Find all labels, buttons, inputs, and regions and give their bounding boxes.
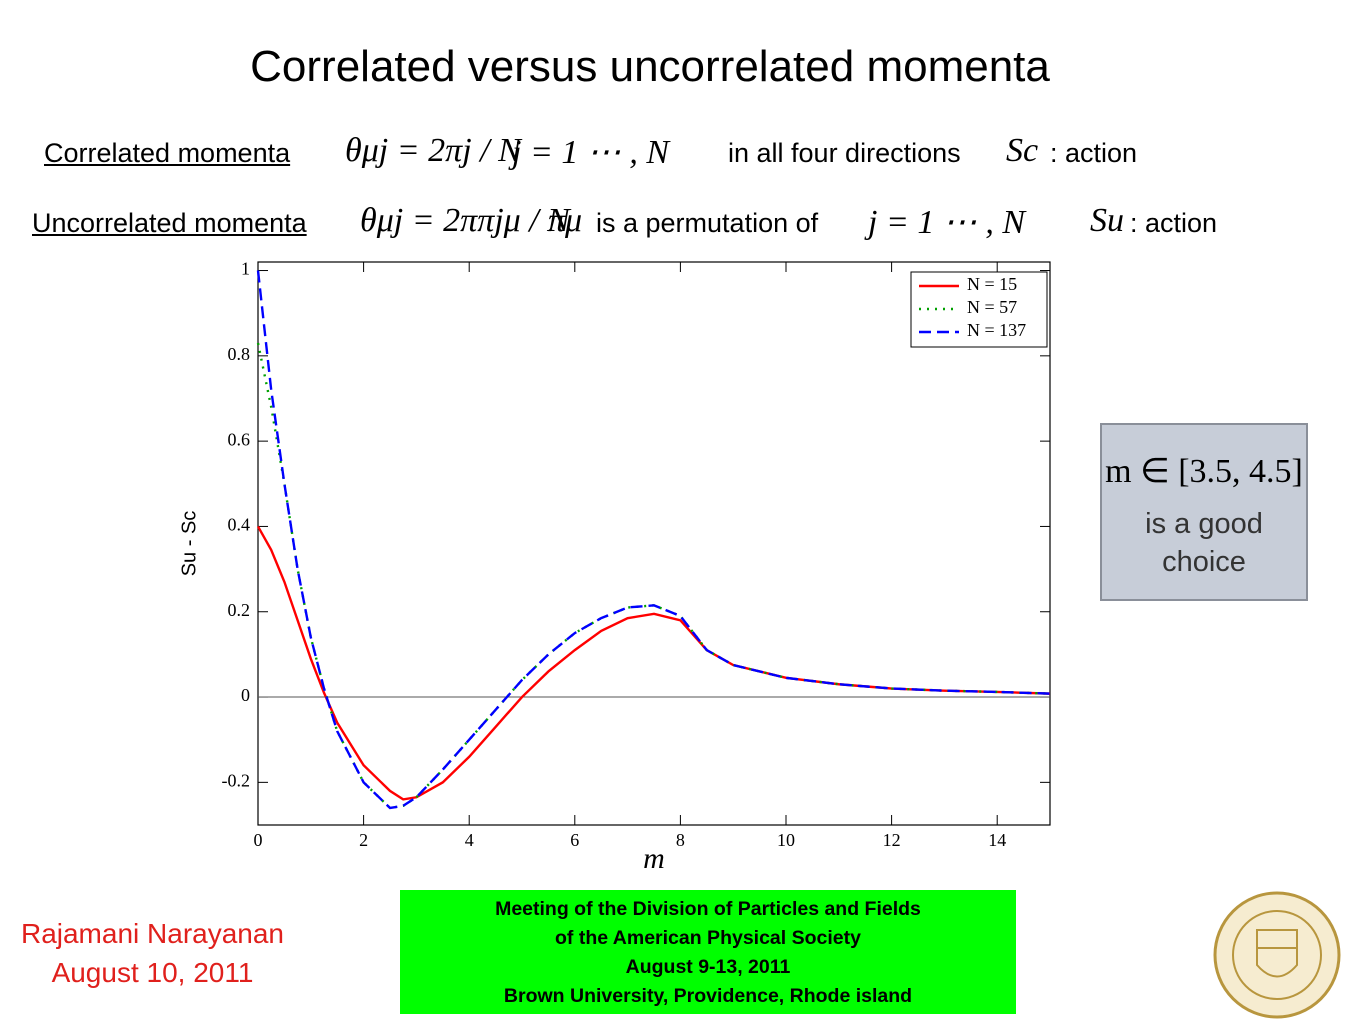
formula: j = 1 ⋯ , N [868, 204, 1026, 241]
presenter-date: August 10, 2011 [51, 957, 254, 988]
note-box: m ∈ [3.5, 4.5] is a good choice [1100, 423, 1308, 601]
plot-frame [257, 261, 1051, 826]
y-tick-label: 1 [241, 259, 250, 279]
symbol: Sc [1006, 132, 1039, 169]
x-tick-label: 6 [570, 830, 579, 850]
text: is a permutation of [596, 208, 819, 238]
text: : action [1050, 138, 1138, 168]
x-tick-label: 4 [465, 830, 474, 850]
logo [1213, 891, 1341, 1019]
footer-line: Brown University, Providence, Rhode isla… [503, 985, 913, 1007]
series-line [256, 270, 1051, 810]
text: in all four directions [728, 138, 961, 168]
legend-box [910, 271, 1048, 348]
y-tick-label: -0.2 [222, 770, 251, 790]
footer-line: Meeting of the Division of Particles and… [495, 898, 921, 920]
footer: Meeting of the Division of Particles and… [400, 890, 1016, 1014]
formula: θμj = 2ππjμ / N [360, 202, 570, 239]
slide-title: Correlated versus uncorrelated momenta [250, 42, 1050, 91]
y-tick-label: 0.8 [228, 344, 251, 364]
y-tick-label: 0 [241, 685, 250, 705]
note-text: is a good choice [1145, 508, 1263, 578]
legend-label: N = 137 [967, 320, 1026, 340]
formula: θμj = 2πj / N [345, 132, 521, 169]
label: Uncorrelated momenta [32, 208, 307, 238]
y-tick-label: 0.4 [228, 515, 251, 535]
footer-line: of the American Physical Society [555, 927, 861, 949]
formula: j = 1 ⋯ , N [512, 134, 670, 171]
x-tick-label: 0 [254, 830, 263, 850]
formula: πμ [548, 202, 583, 239]
x-tick-label: 14 [988, 830, 1006, 850]
series-line [256, 342, 1051, 810]
x-tick-label: 8 [676, 830, 685, 850]
y-tick-label: 0.6 [228, 429, 251, 449]
x-axis-label: m [643, 842, 665, 875]
y-axis-label: Su - Sc [178, 511, 200, 577]
note-formula: m ∈ [3.5, 4.5] [1105, 453, 1303, 490]
footer-line: August 9-13, 2011 [625, 956, 791, 978]
presenter-name: Rajamani Narayanan [20, 918, 285, 949]
text: : action [1130, 208, 1218, 238]
x-tick-label: 12 [883, 830, 901, 850]
x-tick-label: 2 [359, 830, 368, 850]
symbol: Su [1090, 202, 1124, 239]
x-tick-label: 10 [777, 830, 795, 850]
y-tick-label: 0.2 [228, 600, 251, 620]
legend-label: N = 57 [967, 297, 1017, 317]
legend-label: N = 15 [967, 274, 1017, 294]
series-line [256, 525, 1051, 801]
label: Correlated momenta [44, 138, 291, 168]
